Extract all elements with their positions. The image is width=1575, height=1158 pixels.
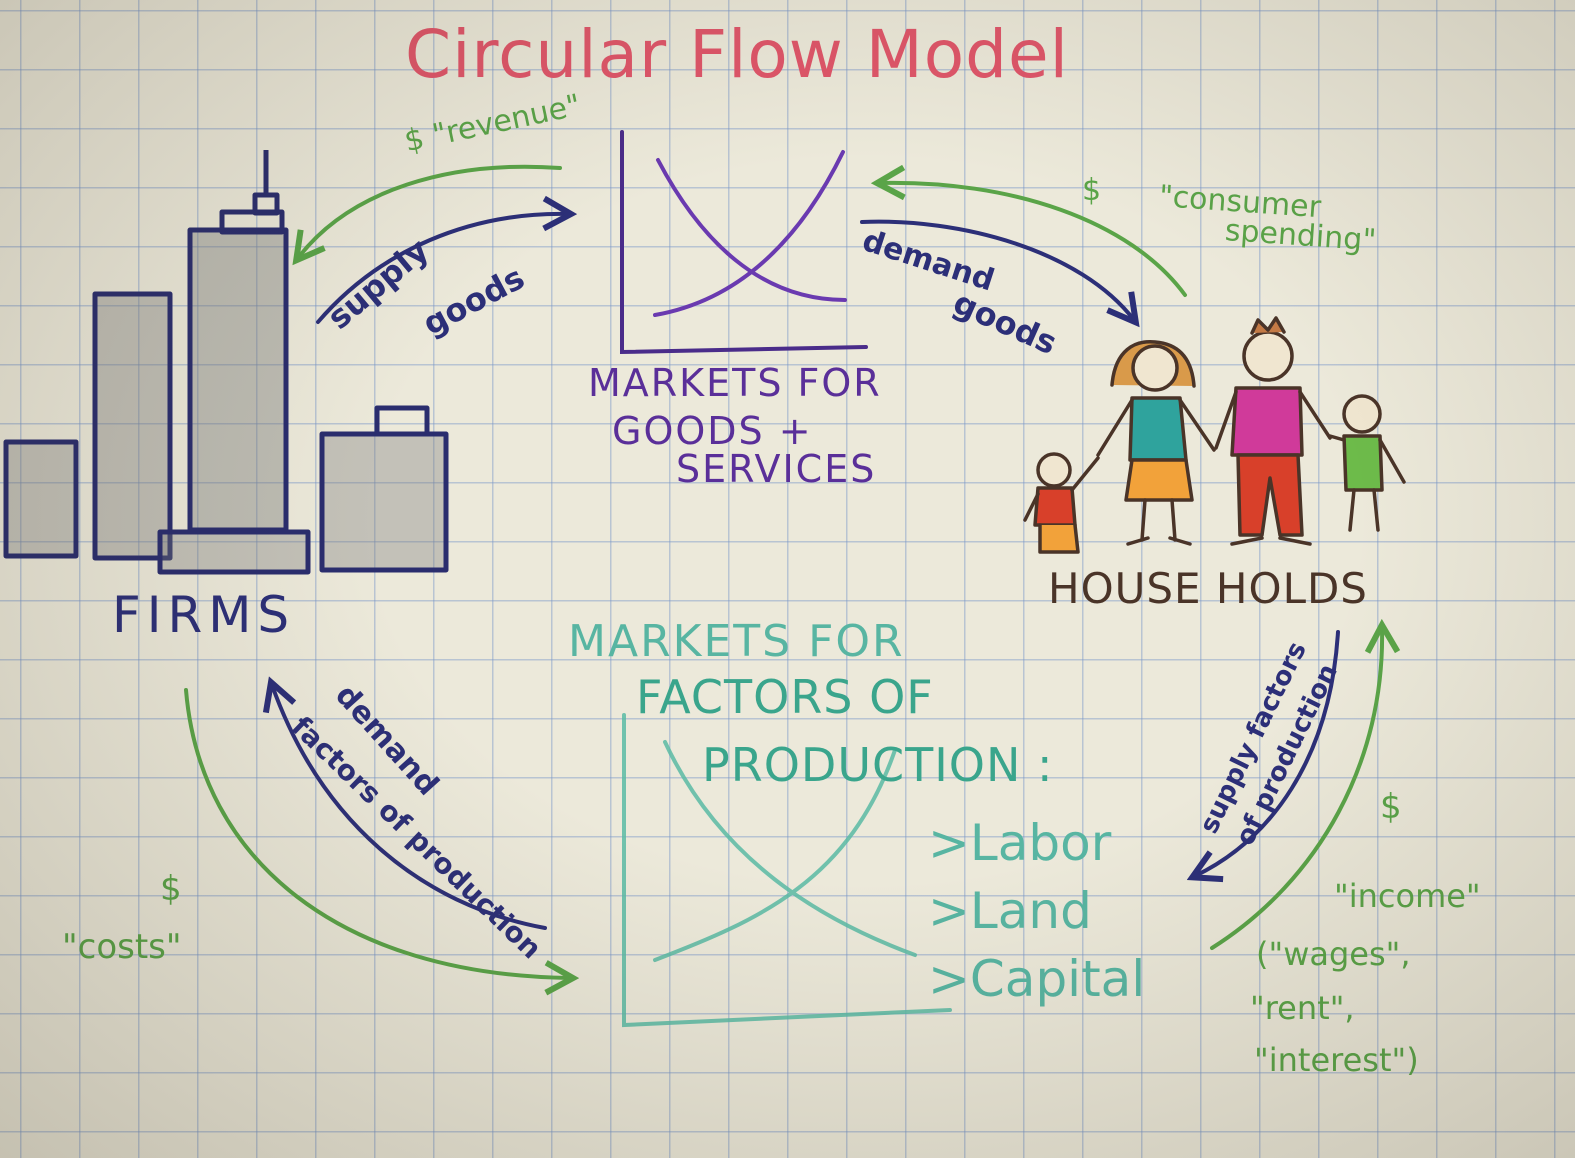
firms-label: FIRMS — [112, 586, 296, 644]
supply-factors-arrow — [1195, 630, 1340, 876]
goods-market-line1: MARKETS FOR — [588, 361, 882, 405]
income-line4: "interest") — [1254, 1041, 1419, 1079]
factor-market-line3: PRODUCTION : — [702, 738, 1054, 792]
costs-arrow — [184, 688, 570, 978]
factor-market-graph — [622, 713, 952, 1028]
city-buildings-icon — [3, 150, 449, 575]
demand-factors-arrow — [272, 685, 547, 930]
money-flow-arrows — [184, 164, 1382, 978]
households-label: HOUSE HOLDS — [1048, 564, 1368, 613]
factor-item-capital: >Capital — [928, 950, 1146, 1008]
goods-market-line2: GOODS + — [612, 409, 813, 453]
demand-goods-arrow — [860, 219, 1134, 320]
factor-item-labor: >Labor — [928, 814, 1112, 872]
family-icon — [1023, 316, 1406, 554]
supply-goods-arrow — [316, 214, 568, 324]
factor-market-line1: MARKETS FOR — [568, 616, 905, 667]
consumer-spending-arrow — [880, 183, 1187, 297]
real-flow-arrows — [272, 214, 1340, 930]
income-line2: ("wages", — [1256, 935, 1411, 973]
revenue-arrow — [298, 164, 562, 258]
page-title: Circular Flow Model — [405, 16, 1069, 93]
factor-market-line2: FACTORS OF — [636, 670, 934, 724]
factor-item-land: >Land — [928, 882, 1092, 940]
income-line1: "income" — [1334, 877, 1481, 915]
income-arrow — [1210, 628, 1382, 950]
costs-label: "costs" — [62, 927, 182, 967]
income-dollar: $ — [1380, 787, 1402, 827]
income-line3: "rent", — [1250, 989, 1355, 1027]
goods-market-line3: SERVICES — [676, 447, 877, 491]
supply-demand-graph-icon — [620, 130, 868, 355]
consumer-spending-dollar: $ — [1082, 173, 1102, 208]
costs-dollar: $ — [160, 869, 182, 909]
